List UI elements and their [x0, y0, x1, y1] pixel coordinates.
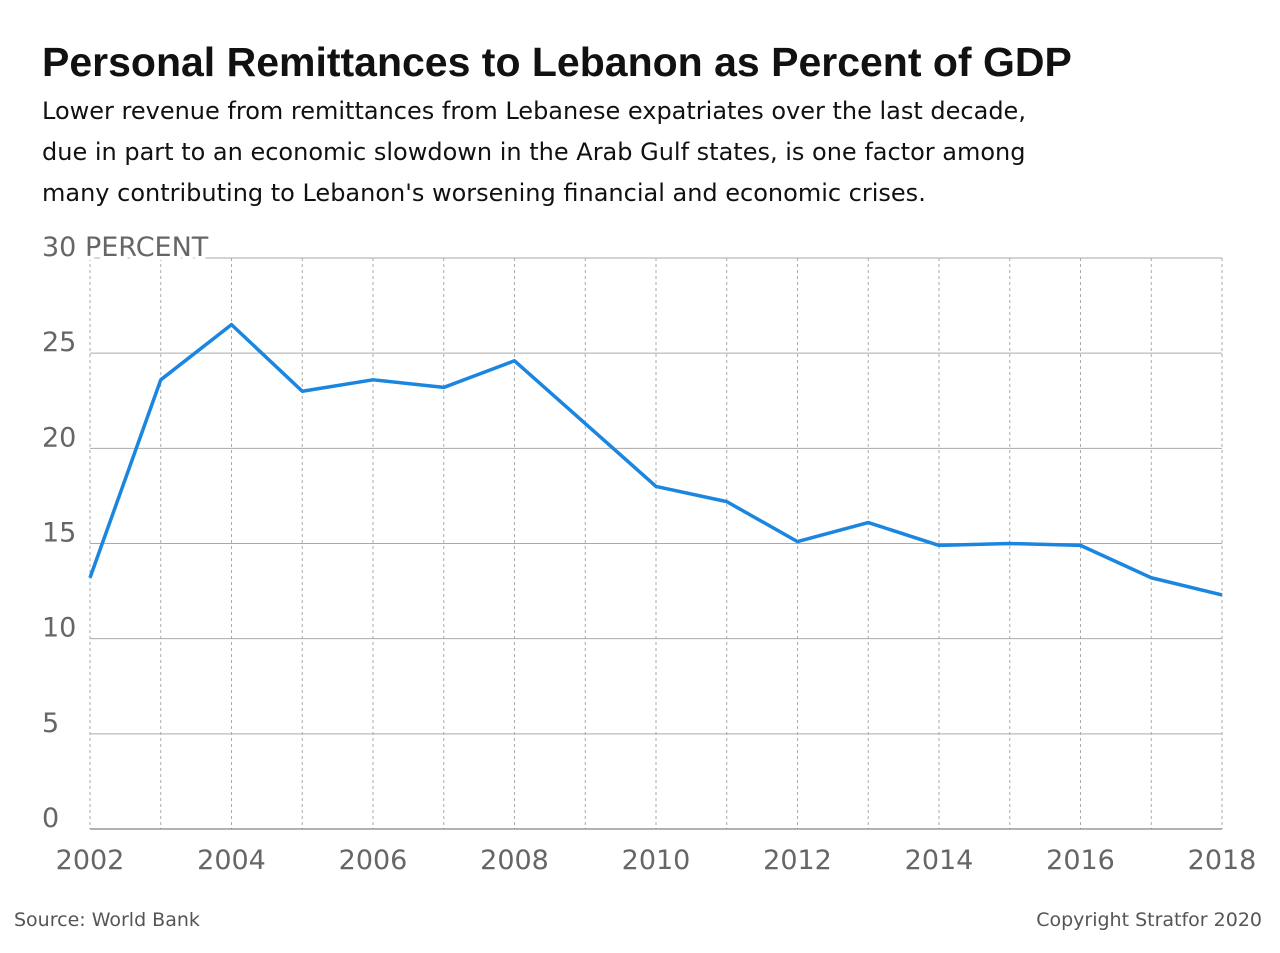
- copyright: Copyright Stratfor 2020: [1036, 909, 1262, 931]
- x-tick-label: 2010: [622, 845, 691, 876]
- y-tick-label: 15: [42, 518, 76, 549]
- subtitle: Lower revenue from remittances from Leba…: [42, 97, 1026, 125]
- y-tick-label: 10: [42, 613, 76, 644]
- x-tick-label: 2016: [1046, 845, 1115, 876]
- subtitle: due in part to an economic slowdown in t…: [42, 138, 1025, 166]
- x-tick-label: 2008: [480, 845, 549, 876]
- x-tick-label: 2006: [339, 845, 408, 876]
- subtitle: many contributing to Lebanon's worsening…: [42, 179, 926, 207]
- data-line: [88, 322, 1223, 597]
- x-tick-label: 2014: [905, 845, 974, 876]
- y-tick-label: 5: [42, 708, 59, 739]
- x-tick-label: 2012: [763, 845, 832, 876]
- y-tick-label: 0: [42, 803, 59, 834]
- x-tick-label: 2018: [1188, 845, 1257, 876]
- x-tick-label: 2002: [56, 845, 125, 876]
- chart-title: Personal Remittances to Lebanon as Perce…: [42, 39, 1072, 85]
- x-tick-label: 2004: [197, 845, 266, 876]
- y-tick-label: 25: [42, 327, 76, 358]
- source: Source: World Bank: [14, 909, 200, 931]
- y-tick-label: 20: [42, 422, 76, 453]
- y-tick-label: 30 PERCENT: [42, 232, 209, 263]
